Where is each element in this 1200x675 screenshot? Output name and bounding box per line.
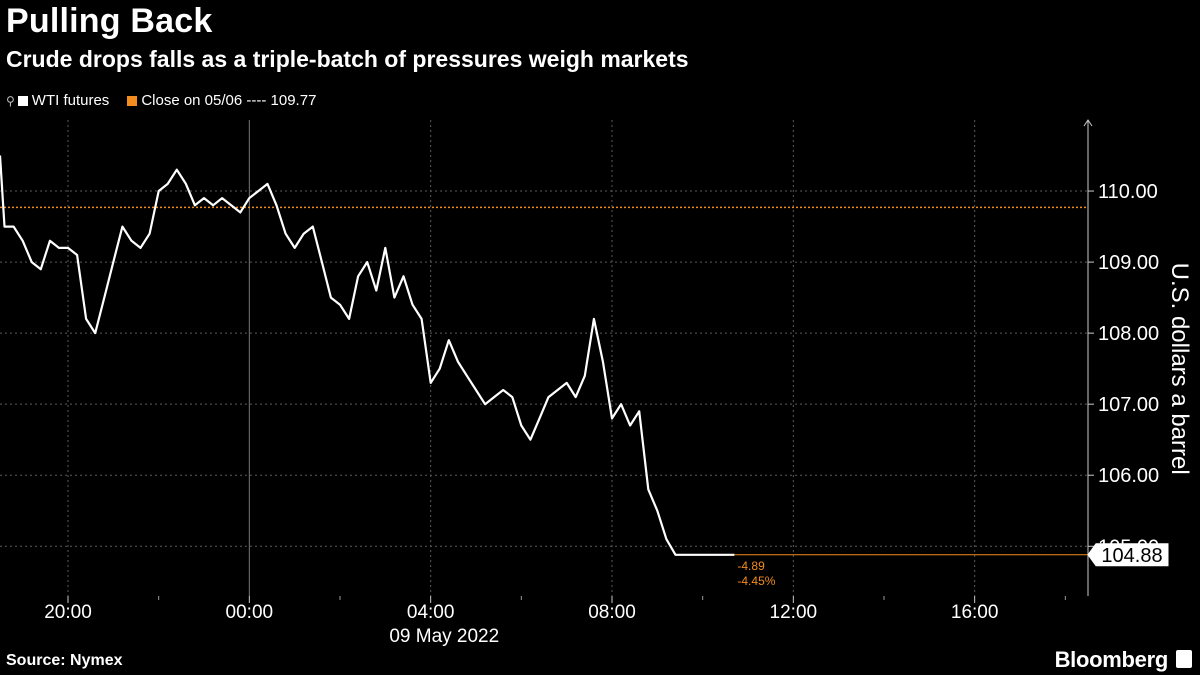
y-tick-label: 107.00 — [1098, 394, 1159, 416]
x-tick-label: 00:00 — [226, 602, 274, 623]
chart-title: Pulling Back — [6, 2, 213, 40]
x-tick-label: 12:00 — [770, 602, 818, 623]
legend-label-wti: WTI futures — [31, 92, 110, 109]
y-tick-label: 106.00 — [1098, 465, 1159, 487]
source-note: Source: Nymex — [6, 652, 123, 669]
change-pct-label: -4.45% — [737, 574, 775, 588]
y-tick-label: 110.00 — [1098, 181, 1158, 203]
legend-swatch-white — [17, 95, 28, 106]
x-tick-label: 04:00 — [407, 602, 455, 623]
y-axis-arrow — [1083, 119, 1093, 127]
x-tick-label: 20:00 — [44, 602, 92, 623]
y-tick-label: 108.00 — [1098, 323, 1159, 345]
pin-icon: ⚲ — [6, 93, 15, 108]
x-tick-label: 08:00 — [588, 602, 636, 623]
legend: ⚲ WTI futures Close on 05/06 ---- 109.77 — [6, 92, 334, 109]
legend-label-close: Close on 05/06 ---- 109.77 — [141, 92, 317, 109]
bloomberg-logo: Bloomberg — [1054, 647, 1169, 672]
legend-item-close: Close on 05/06 ---- 109.77 — [127, 92, 316, 109]
last-value-label: 104.88 — [1101, 545, 1162, 567]
series-line-wti — [0, 155, 735, 556]
bloomberg-terminal-icon — [1176, 650, 1192, 668]
x-tick-label: 16:00 — [951, 602, 999, 623]
y-tick-label: 109.00 — [1098, 252, 1159, 274]
x-axis-label: 09 May 2022 — [389, 626, 499, 647]
change-label: -4.89 — [737, 559, 765, 573]
last-value-callout — [1087, 543, 1169, 567]
legend-item-wti: ⚲ WTI futures — [6, 92, 109, 109]
y-axis-label: U.S. dollars a barrel — [1166, 263, 1193, 475]
chart-subtitle: Crude drops falls as a triple-batch of p… — [6, 46, 689, 72]
legend-swatch-orange — [127, 95, 138, 106]
